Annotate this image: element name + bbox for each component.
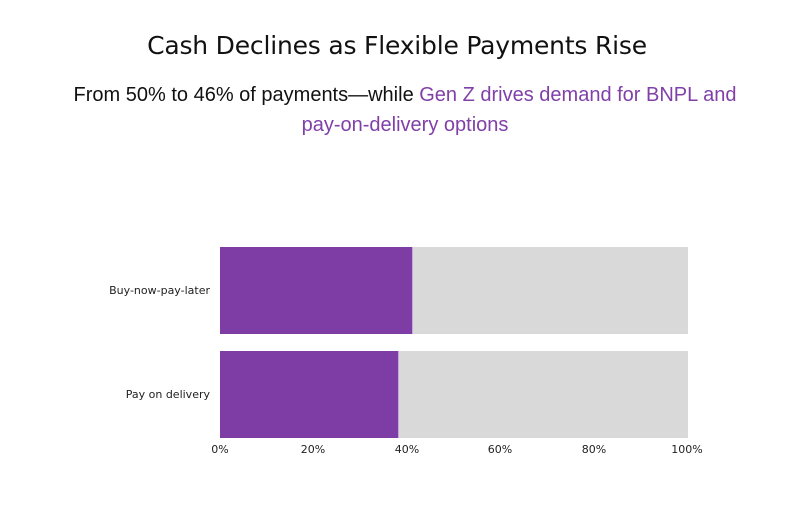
- subtitle-plain: From 50% to 46% of payments—while: [73, 84, 420, 106]
- subtitle-highlight: Gen Z drives demand for BNPL and pay-on-…: [301, 84, 737, 136]
- bar-row-bnpl: [220, 247, 688, 334]
- chart-subtitle: From 50% to 46% of payments—while Gen Z …: [60, 80, 750, 140]
- category-label-bnpl: Buy-now-pay-later: [109, 284, 210, 297]
- x-tick: 80%: [581, 443, 607, 456]
- x-tick: 0%: [211, 443, 229, 456]
- category-label-pod: Pay on delivery: [125, 388, 210, 401]
- chart-title: Cash Declines as Flexible Payments Rise: [147, 31, 647, 60]
- x-tick: 60%: [487, 443, 513, 456]
- x-tick: 40%: [394, 443, 420, 456]
- bar-value-pod: [220, 351, 399, 438]
- plot-area: [220, 247, 688, 438]
- x-tick: 100%: [671, 443, 703, 456]
- bar-row-pod: [220, 351, 688, 438]
- bar-value-bnpl: [220, 247, 413, 334]
- x-tick: 20%: [300, 443, 326, 456]
